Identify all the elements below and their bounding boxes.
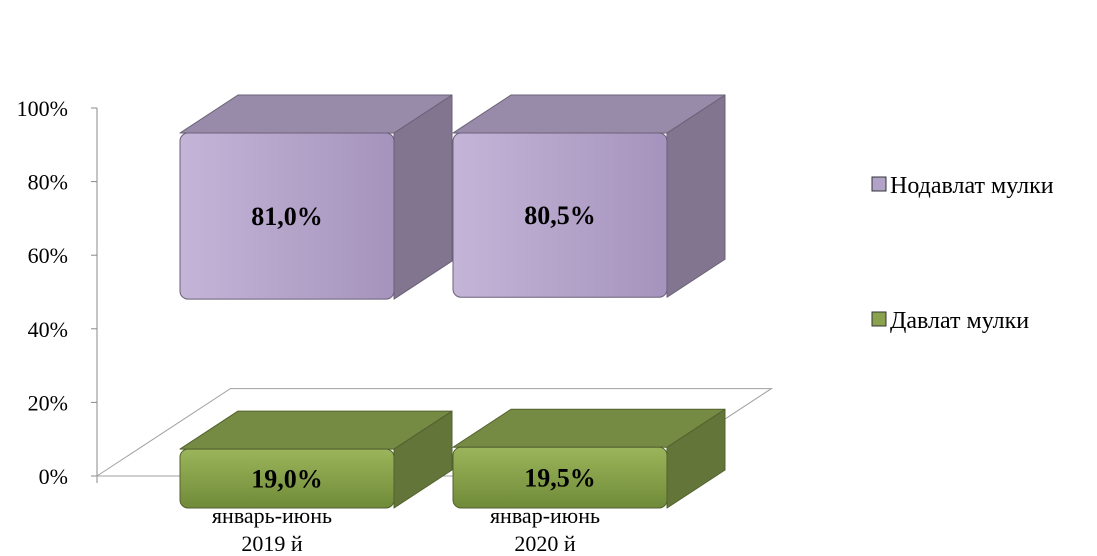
y-tick-label: 0%: [39, 464, 68, 489]
bar-front-face: [452, 446, 668, 509]
bar-front-face: [179, 132, 395, 300]
y-tick-label: 40%: [28, 317, 68, 342]
legend-swatch: [871, 176, 887, 192]
data-label: 81,0%: [251, 202, 323, 231]
y-tick-label: 20%: [28, 390, 68, 415]
bar-front-face: [179, 448, 395, 509]
x-category-label: 2019 й: [241, 531, 303, 556]
bar-front-face: [452, 132, 668, 298]
legend-item: Нодавлат мулки: [871, 173, 1054, 199]
bar-segment: [452, 408, 726, 509]
legend-item: Давлат мулки: [871, 308, 1029, 334]
x-category-label: 2020 й: [514, 531, 576, 556]
y-tick-label: 100%: [17, 96, 68, 121]
data-label: 80,5%: [524, 201, 596, 230]
y-tick-label: 60%: [28, 243, 68, 268]
bar-segment: [179, 410, 453, 509]
legend-swatch: [871, 311, 887, 327]
bar-segment: [452, 94, 726, 298]
bars: [179, 94, 726, 509]
data-labels: 19,0% 81,0% 19,5% 80,5%: [251, 201, 596, 493]
legend: Нодавлат мулки Давлат мулки: [871, 173, 1054, 334]
data-label: 19,5%: [524, 464, 596, 493]
data-label: 19,0%: [251, 465, 323, 494]
bar-segment: [179, 94, 453, 300]
legend-label: Нодавлат мулки: [890, 173, 1054, 199]
y-tick-label: 80%: [28, 170, 68, 195]
legend-label: Давлат мулки: [890, 308, 1029, 334]
